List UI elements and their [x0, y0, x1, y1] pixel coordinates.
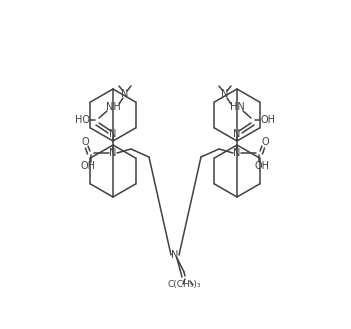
Text: HO: HO — [74, 115, 90, 125]
Text: NH: NH — [106, 102, 120, 112]
Text: N: N — [171, 250, 179, 260]
Text: N: N — [109, 129, 117, 139]
Text: N: N — [233, 148, 241, 158]
Text: HN: HN — [230, 102, 244, 112]
Text: OH: OH — [80, 161, 95, 171]
Text: N: N — [121, 89, 129, 99]
Text: C(CH₃)₃: C(CH₃)₃ — [167, 281, 201, 290]
Text: O: O — [81, 137, 89, 147]
Text: OH: OH — [254, 161, 270, 171]
Text: N: N — [233, 129, 241, 139]
Text: O: O — [261, 137, 269, 147]
Text: N: N — [109, 148, 117, 158]
Text: OH: OH — [260, 115, 276, 125]
Text: N: N — [221, 89, 229, 99]
